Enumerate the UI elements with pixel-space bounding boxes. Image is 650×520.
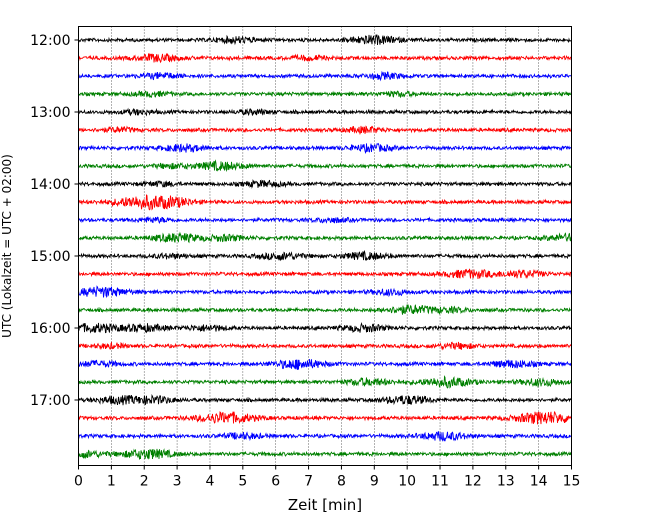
y-tick-label: 14:00	[30, 177, 70, 193]
trace-line	[78, 107, 572, 117]
trace-line	[78, 179, 572, 189]
trace-line	[78, 322, 572, 334]
y-tick-label: 16:00	[30, 321, 70, 337]
trace-line	[78, 448, 572, 460]
plot-frame	[78, 26, 572, 466]
x-tick-label: 4	[206, 474, 215, 490]
x-tick-label: 6	[271, 474, 280, 490]
y-tick-label: 17:00	[30, 393, 70, 409]
x-tick-label: 3	[173, 474, 182, 490]
x-tick-label: 8	[337, 474, 346, 490]
trace-line	[78, 411, 572, 425]
x-tick-label: 9	[370, 474, 379, 490]
trace-line	[78, 90, 572, 99]
x-tick-label: 1	[107, 474, 116, 490]
x-tick-label: 2	[140, 474, 149, 490]
x-tick-label: 12	[464, 474, 482, 490]
trace-line	[78, 70, 572, 82]
x-tick-label: 0	[74, 474, 83, 490]
grid-lines	[111, 26, 539, 466]
trace-line	[78, 125, 572, 136]
trace-line	[78, 268, 572, 280]
x-axis-label: Zeit [min]	[288, 496, 362, 514]
trace-line	[78, 285, 572, 299]
x-tick-label: 11	[431, 474, 449, 490]
trace-line	[78, 249, 572, 262]
trace-line	[78, 304, 572, 315]
x-tick-label: 15	[563, 474, 581, 490]
trace-line	[78, 159, 572, 173]
trace-line	[78, 34, 572, 46]
x-tick-label: 13	[497, 474, 515, 490]
trace-line	[78, 231, 572, 244]
y-axis-label: UTC (Lokalzeit = UTC + 02:00)	[0, 154, 14, 338]
trace-line	[78, 375, 572, 389]
y-tick-label: 13:00	[30, 105, 70, 121]
trace-line	[78, 216, 572, 224]
x-tick-label: 14	[530, 474, 548, 490]
trace-line	[78, 431, 572, 442]
y-tick-label: 12:00	[30, 33, 70, 49]
trace-line	[78, 341, 572, 351]
trace-line	[78, 359, 572, 370]
trace-line	[78, 194, 572, 211]
x-tick-label: 10	[398, 474, 416, 490]
y-axis-ticks: 12:00 13:00 14:00 15:00 16:00 17:00	[30, 33, 79, 409]
seismic-traces	[78, 34, 572, 460]
trace-line	[78, 142, 572, 154]
x-tick-label: 5	[238, 474, 247, 490]
x-axis-ticks: 0 1 2 3 4 5 6 7 8 9 10 11 12 13 14 15	[74, 465, 581, 490]
y-tick-label: 15:00	[30, 249, 70, 265]
trace-line	[78, 394, 572, 406]
x-tick-label: 7	[304, 474, 313, 490]
trace-line	[78, 52, 572, 64]
